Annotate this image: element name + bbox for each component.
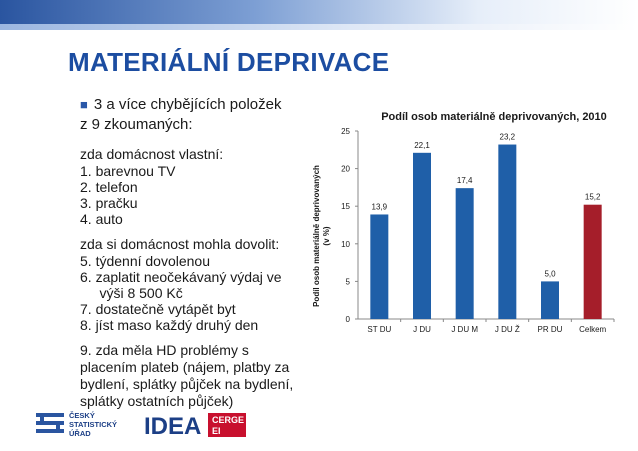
y-tick-label: 5 — [346, 277, 351, 286]
bar-value-label: 15,2 — [585, 193, 601, 202]
list-item: placením plateb (nájem, platby za — [80, 359, 290, 375]
csu-logo-line: STATISTICKÝ — [69, 420, 117, 429]
y-tick-label: 15 — [341, 202, 350, 211]
csu-logo-line: ČESKÝ — [69, 411, 95, 420]
list-item: 2. telefon — [80, 179, 138, 195]
bar — [583, 204, 602, 319]
y-axis-label: Podíl osob materiálně deprivovaných — [312, 165, 321, 307]
chart-title: Podíl osob materiálně deprivovaných, 201… — [381, 111, 607, 123]
bar — [498, 144, 517, 319]
x-tick-label: J DU — [413, 325, 431, 334]
x-tick-label: PR DU — [538, 325, 563, 334]
bar-value-label: 13,9 — [372, 202, 388, 211]
list-item: 5. týdenní dovolenou — [80, 253, 210, 269]
csu-emblem-icon — [36, 413, 64, 433]
bar-value-label: 23,2 — [500, 133, 516, 142]
csu-logo: ČESKÝ STATISTICKÝ ÚŘAD — [36, 411, 117, 438]
x-tick-label: J DU M — [451, 325, 478, 334]
cerge-logo-text: CERGE — [212, 415, 244, 425]
list-item: 1. barevnou TV — [80, 163, 176, 179]
intro-line-2: z 9 zkoumaných: — [80, 116, 193, 133]
cerge-logo-box — [208, 413, 246, 437]
y-axis-unit-label: (v %) — [322, 226, 331, 245]
y-tick-label: 0 — [346, 315, 351, 324]
bar-value-label: 5,0 — [544, 269, 556, 278]
list-item: výši 8 500 Kč — [80, 285, 183, 301]
header-band-stripe — [0, 24, 638, 30]
list-item: splátky ostatních půjček) — [80, 393, 234, 409]
group2-title: zda si domácnost mohla dovolit: — [80, 236, 280, 252]
idea-cerge-logo: IDEA CERGE EI — [144, 413, 246, 440]
bar — [455, 188, 474, 319]
bar-value-label: 22,1 — [414, 141, 430, 150]
intro-text-1: 3 a více chybějících položek — [93, 96, 282, 113]
group1-title: zda domácnost vlastní: — [80, 146, 224, 162]
bar — [413, 152, 431, 319]
bar-value-label: 17,4 — [457, 176, 473, 185]
ei-logo-text: EI — [212, 426, 221, 436]
page-title: MATERIÁLNÍ DEPRIVACE — [68, 47, 390, 77]
square-bullet-icon: ■ — [80, 97, 88, 112]
intro-line-1: ■ 3 a více chybějících položek — [80, 96, 281, 114]
list-item: 6. zaplatit neočekávaný výdaj ve — [80, 269, 282, 285]
idea-logo-text: IDEA — [144, 413, 201, 440]
bar — [541, 281, 559, 319]
csu-logo-line: ÚŘAD — [69, 429, 91, 438]
x-tick-label: J DU Ž — [495, 325, 520, 334]
x-tick-label: ST DU — [367, 325, 391, 334]
list-item: 3. pračku — [80, 195, 138, 211]
y-tick-label: 20 — [341, 165, 350, 174]
y-tick-label: 25 — [341, 127, 350, 136]
list-item: 7. dostatečně vytápět byt — [80, 301, 236, 317]
list-item: 8. jíst maso každý druhý den — [80, 317, 259, 333]
list-item: 4. auto — [80, 211, 123, 227]
header-band — [0, 0, 638, 24]
bar-chart: Podíl osob materiálně deprivovaných, 201… — [312, 111, 615, 334]
x-tick-label: Celkem — [579, 325, 606, 334]
list-item: 9. zda měla HD problémy s — [80, 342, 249, 358]
bar — [370, 214, 389, 319]
y-tick-label: 10 — [341, 240, 350, 249]
list-item: bydlení, splátky půjček na bydlení, — [80, 376, 294, 392]
